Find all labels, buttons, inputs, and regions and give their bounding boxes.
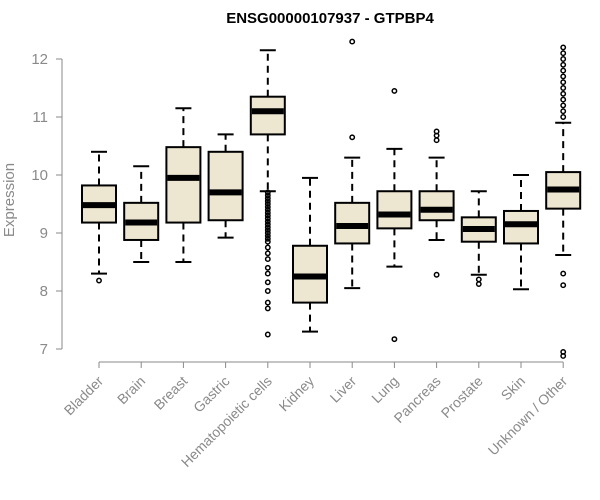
outlier-point [560, 61, 567, 68]
x-tick-label: Brain [114, 373, 148, 407]
box-group [376, 87, 413, 343]
box-group [165, 107, 202, 263]
outlier-point [264, 279, 271, 286]
y-tick-label: 9 [40, 225, 48, 242]
outlier-point [264, 305, 271, 312]
x-tick-label: Pancreas [391, 373, 444, 426]
y-tick-label: 10 [31, 167, 48, 184]
outlier-point [560, 102, 567, 109]
box-group [249, 49, 286, 338]
box-group [292, 176, 328, 333]
y-tick-label: 11 [32, 109, 48, 126]
outlier-point [264, 189, 271, 196]
y-tick-label: 8 [40, 283, 48, 300]
outlier-point [560, 270, 567, 277]
outlier-point [264, 232, 271, 239]
outlier-point [264, 192, 271, 199]
outlier-point [560, 56, 567, 62]
x-tick-label: Breast [151, 373, 191, 413]
outlier-point [264, 212, 271, 219]
y-tick-label: 12 [31, 51, 48, 68]
box-group [545, 44, 582, 359]
outlier-point [264, 224, 271, 231]
x-tick-label: Unknown / Other [485, 373, 571, 459]
outlier-point [264, 218, 271, 225]
box [249, 95, 286, 136]
outlier-point [560, 348, 567, 355]
outlier-point [264, 198, 271, 205]
y-axis-label: Expression [1, 163, 18, 237]
x-tick-label: Lung [368, 373, 401, 406]
outlier-point [560, 108, 567, 115]
x-tick-label: Kidney [276, 373, 318, 415]
outlier-point [475, 276, 482, 283]
outlier-point [349, 134, 356, 141]
outlier-point [560, 67, 567, 74]
outlier-point [264, 201, 271, 207]
outlier-point [264, 299, 271, 306]
outlier-point [560, 79, 567, 86]
box [165, 146, 202, 224]
outlier-point [391, 336, 398, 343]
box [207, 150, 244, 222]
outlier-point [264, 235, 271, 242]
y-tick-label: 7 [40, 341, 48, 358]
outlier-point [264, 288, 271, 294]
x-tick-label: Skin [498, 373, 529, 404]
outlier-point [560, 282, 567, 289]
outlier-point [433, 137, 440, 144]
box-group [207, 133, 244, 239]
outlier-point [264, 238, 271, 245]
outlier-point [433, 128, 440, 135]
box-group [123, 165, 160, 263]
outlier-point [560, 44, 567, 51]
outlier-point [264, 230, 271, 236]
outlier-point [264, 221, 271, 228]
outlier-point [560, 90, 567, 97]
box [376, 190, 413, 230]
outlier-point [264, 195, 271, 202]
outlier-point [264, 264, 271, 271]
y-axis: 7 8 9 10 11 12 [31, 51, 63, 358]
box-group [334, 38, 371, 290]
outlier-point [96, 277, 102, 284]
outlier-point [264, 250, 271, 257]
outlier-point [560, 73, 567, 80]
box-group [460, 190, 497, 287]
box-group [418, 128, 455, 278]
box-group [503, 174, 539, 291]
outlier-point [264, 270, 271, 277]
outlier-point [264, 209, 271, 216]
outlier-point [391, 87, 398, 94]
box-group [81, 150, 117, 284]
chart-title: ENSG00000107937 - GTPBP4 [226, 10, 434, 27]
outlier-point [475, 281, 482, 287]
outlier-point [560, 114, 567, 120]
x-tick-label: Prostate [438, 373, 486, 421]
outlier-point [264, 331, 271, 338]
outlier-point [560, 50, 567, 57]
outlier-point [433, 271, 440, 278]
outlier-point [264, 206, 271, 213]
x-tick-label: Bladder [61, 373, 107, 419]
box-series [81, 38, 582, 359]
outlier-point [349, 38, 356, 45]
outlier-point [264, 256, 271, 263]
outlier-point [264, 244, 271, 251]
box [418, 190, 455, 222]
outlier-point [560, 85, 567, 91]
outlier-point [264, 215, 271, 222]
outlier-point [264, 227, 271, 234]
outlier-point [560, 96, 567, 103]
outlier-point [264, 203, 271, 210]
x-tick-label: Liver [327, 373, 360, 406]
